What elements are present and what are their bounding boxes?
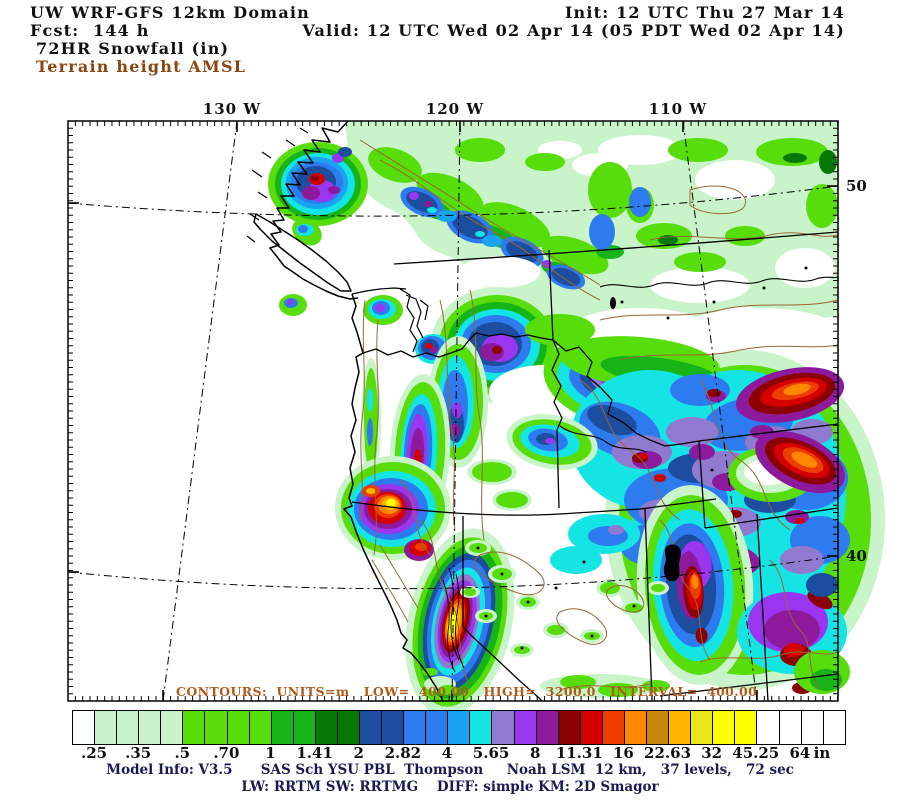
peak-specks <box>476 266 808 650</box>
model-info-line1: Model Info: V3.5 SAS Sch YSU PBL Thompso… <box>106 762 794 778</box>
colorbar-cell <box>160 711 183 744</box>
colorbar-cell <box>623 711 647 744</box>
overlay-name: Terrain height AMSL <box>36 57 247 76</box>
colorbar-cell <box>668 711 691 744</box>
colorbar-tick-label: 2 <box>353 744 364 762</box>
colorbar-cell <box>447 711 470 744</box>
colorbar-tick-label: 1 <box>265 744 276 762</box>
colorbar-tick-label: 45.25 <box>732 744 780 762</box>
colorbar-cell <box>314 711 337 744</box>
lon-label: 130 W <box>202 100 262 118</box>
snowfall-colorbar <box>72 710 846 745</box>
colorbar-cell <box>734 711 757 744</box>
colorbar-cell <box>690 711 713 744</box>
colorbar-cell <box>469 711 492 744</box>
colorbar-tick-label: 11.31 <box>555 744 603 762</box>
colorbar-cell <box>425 711 448 744</box>
lon-label: 120 W <box>425 100 485 118</box>
colorbar-cell <box>491 711 514 744</box>
colorbar-cell <box>204 711 227 744</box>
colorbar-tick-label: 64 <box>789 744 811 762</box>
colorbar-cell <box>557 711 580 744</box>
colorbar-tick-label: 5.65 <box>472 744 510 762</box>
colorbar-cell <box>822 711 845 744</box>
colorbar-cell <box>381 711 404 744</box>
colorbar-cell <box>138 711 161 744</box>
colorbar-tick-label: 8 <box>529 744 541 762</box>
colorbar-cell <box>778 711 801 744</box>
lat-label: 50 <box>846 177 867 195</box>
colorbar-cell <box>601 711 624 744</box>
lon-label: 110 W <box>648 100 708 118</box>
lat-label: 40 <box>846 547 867 565</box>
contour-info-text: CONTOURS: UNITS=m LOW= 400.00 HIGH= 3200… <box>176 684 758 699</box>
colorbar-tick-label: .35 <box>125 744 152 762</box>
colorbar-cell <box>182 711 205 744</box>
valid-time: Valid: 12 UTC Wed 02 Apr 14 (05 PDT Wed … <box>302 21 845 40</box>
snowfall-fill-layer <box>268 121 885 716</box>
colorbar-cell <box>73 711 95 744</box>
init-time: Init: 12 UTC Thu 27 Mar 14 <box>564 3 845 22</box>
colorbar-cell <box>535 711 558 744</box>
colorbar-tick-label: .70 <box>213 744 240 762</box>
forecast-hour: Fcst: 144 h <box>30 21 150 40</box>
colorbar-tick-label: 32 <box>701 744 723 762</box>
colorbar-cell <box>226 711 249 744</box>
colorbar-cell <box>756 711 779 744</box>
geography-borders <box>246 120 839 702</box>
colorbar-tick-label: .25 <box>80 744 108 762</box>
colorbar-cell <box>116 711 139 744</box>
colorbar-cell <box>292 711 315 744</box>
colorbar-cell <box>800 711 823 744</box>
colorbar-cell <box>248 711 271 744</box>
colorbar-cell <box>513 711 536 744</box>
colorbar-cell <box>646 711 669 744</box>
colorbar-cell <box>270 711 293 744</box>
model-info-line2: LW: RRTM SW: RRTMG DIFF: simple KM: 2D S… <box>241 779 659 795</box>
colorbar-tick-label: 1.41 <box>296 744 333 762</box>
colorbar-tick-label: 4 <box>441 744 453 762</box>
map-border <box>67 120 839 702</box>
colorbar-tick-label: 16 <box>612 744 634 762</box>
colorbar-cell <box>712 711 735 744</box>
graticule <box>67 120 839 702</box>
colorbar-unit-label: in <box>813 744 831 762</box>
colorbar-tick-label: .5 <box>174 744 191 762</box>
terrain-contours <box>359 139 839 691</box>
map-ticks <box>68 121 839 701</box>
colorbar-cell <box>579 711 602 744</box>
colorbar-tick-label: 22.63 <box>644 744 692 762</box>
colorbar-cell <box>336 711 360 744</box>
colorbar-cell <box>403 711 426 744</box>
colorbar-cell <box>359 711 382 744</box>
page-title: UW WRF-GFS 12km Domain <box>30 3 310 22</box>
product-name: 72HR Snowfall (in) <box>36 39 230 58</box>
colorbar-tick-label: 2.82 <box>384 744 422 762</box>
colorbar-cell <box>94 711 117 744</box>
